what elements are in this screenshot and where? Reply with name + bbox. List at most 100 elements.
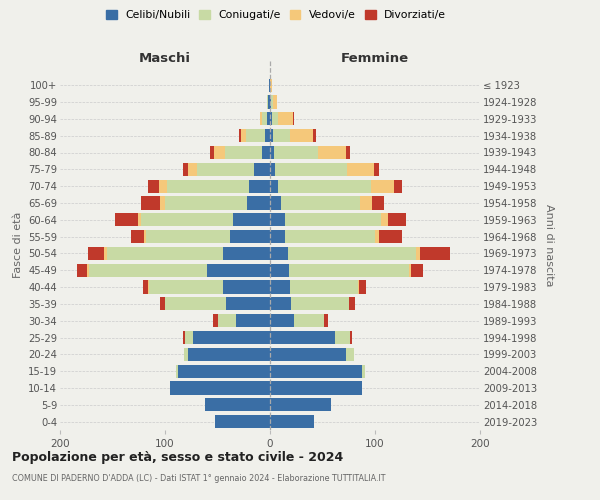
Bar: [289, 264, 409, 277]
Bar: [144, 230, 146, 243]
Bar: [178, 364, 270, 378]
Bar: [294, 314, 323, 327]
Bar: [270, 230, 285, 243]
Bar: [247, 196, 270, 209]
Bar: [131, 230, 144, 243]
Bar: [233, 213, 270, 226]
Bar: [270, 415, 314, 428]
Bar: [141, 196, 160, 209]
Bar: [223, 247, 270, 260]
Bar: [188, 163, 197, 176]
Bar: [319, 146, 346, 159]
Bar: [88, 264, 89, 277]
Bar: [285, 213, 382, 226]
Bar: [230, 230, 270, 243]
Bar: [281, 196, 360, 209]
Bar: [188, 348, 270, 361]
Bar: [410, 264, 424, 277]
Bar: [207, 264, 270, 277]
Bar: [193, 331, 270, 344]
Bar: [270, 146, 274, 159]
Bar: [143, 280, 148, 293]
Bar: [267, 96, 268, 108]
Bar: [285, 230, 375, 243]
Bar: [183, 163, 188, 176]
Bar: [290, 280, 358, 293]
Bar: [349, 298, 355, 310]
Bar: [236, 314, 270, 327]
Bar: [272, 112, 278, 126]
Bar: [278, 180, 371, 192]
Bar: [148, 280, 149, 293]
Bar: [270, 331, 335, 344]
Bar: [293, 112, 294, 126]
Bar: [382, 213, 388, 226]
Bar: [270, 280, 290, 293]
Bar: [225, 146, 262, 159]
Bar: [350, 331, 352, 344]
Bar: [409, 264, 410, 277]
Bar: [270, 398, 331, 411]
Bar: [270, 112, 272, 126]
Bar: [77, 264, 88, 277]
Bar: [218, 314, 236, 327]
Bar: [262, 112, 267, 126]
Bar: [185, 331, 193, 344]
Bar: [197, 163, 254, 176]
Bar: [146, 230, 230, 243]
Bar: [270, 163, 275, 176]
Bar: [416, 247, 420, 260]
Text: COMUNE DI PADERNO D'ADDA (LC) - Dati ISTAT 1° gennaio 2024 - Elaborazione TUTTIT: COMUNE DI PADERNO D'ADDA (LC) - Dati IST…: [12, 474, 386, 483]
Bar: [183, 331, 185, 344]
Bar: [223, 280, 270, 293]
Bar: [138, 213, 141, 226]
Bar: [346, 146, 350, 159]
Bar: [148, 180, 159, 192]
Bar: [346, 348, 354, 361]
Bar: [274, 146, 318, 159]
Bar: [184, 348, 188, 361]
Bar: [270, 180, 278, 192]
Bar: [167, 180, 249, 192]
Bar: [267, 112, 270, 126]
Bar: [313, 129, 316, 142]
Bar: [170, 382, 270, 394]
Bar: [215, 415, 270, 428]
Legend: Celibi/Nubili, Coniugati/e, Vedovi/e, Divorziati/e: Celibi/Nubili, Coniugati/e, Vedovi/e, Di…: [101, 6, 451, 25]
Bar: [374, 163, 379, 176]
Bar: [165, 298, 226, 310]
Bar: [359, 280, 365, 293]
Bar: [269, 78, 270, 92]
Bar: [270, 129, 273, 142]
Bar: [273, 129, 290, 142]
Bar: [262, 146, 270, 159]
Bar: [265, 129, 270, 142]
Bar: [270, 78, 272, 92]
Bar: [270, 298, 291, 310]
Bar: [141, 213, 233, 226]
Bar: [379, 230, 402, 243]
Bar: [420, 247, 449, 260]
Bar: [394, 180, 402, 192]
Bar: [149, 280, 223, 293]
Bar: [104, 247, 107, 260]
Bar: [388, 213, 407, 226]
Bar: [239, 129, 241, 142]
Bar: [270, 314, 294, 327]
Text: Maschi: Maschi: [139, 52, 191, 65]
Bar: [260, 112, 262, 126]
Text: Femmine: Femmine: [341, 52, 409, 65]
Bar: [270, 382, 362, 394]
Bar: [278, 112, 293, 126]
Bar: [270, 196, 281, 209]
Bar: [205, 398, 270, 411]
Bar: [214, 314, 218, 327]
Text: Popolazione per età, sesso e stato civile - 2024: Popolazione per età, sesso e stato civil…: [12, 451, 343, 464]
Bar: [270, 348, 346, 361]
Bar: [246, 129, 265, 142]
Bar: [347, 163, 374, 176]
Bar: [270, 247, 288, 260]
Bar: [358, 280, 359, 293]
Bar: [115, 213, 138, 226]
Bar: [290, 129, 313, 142]
